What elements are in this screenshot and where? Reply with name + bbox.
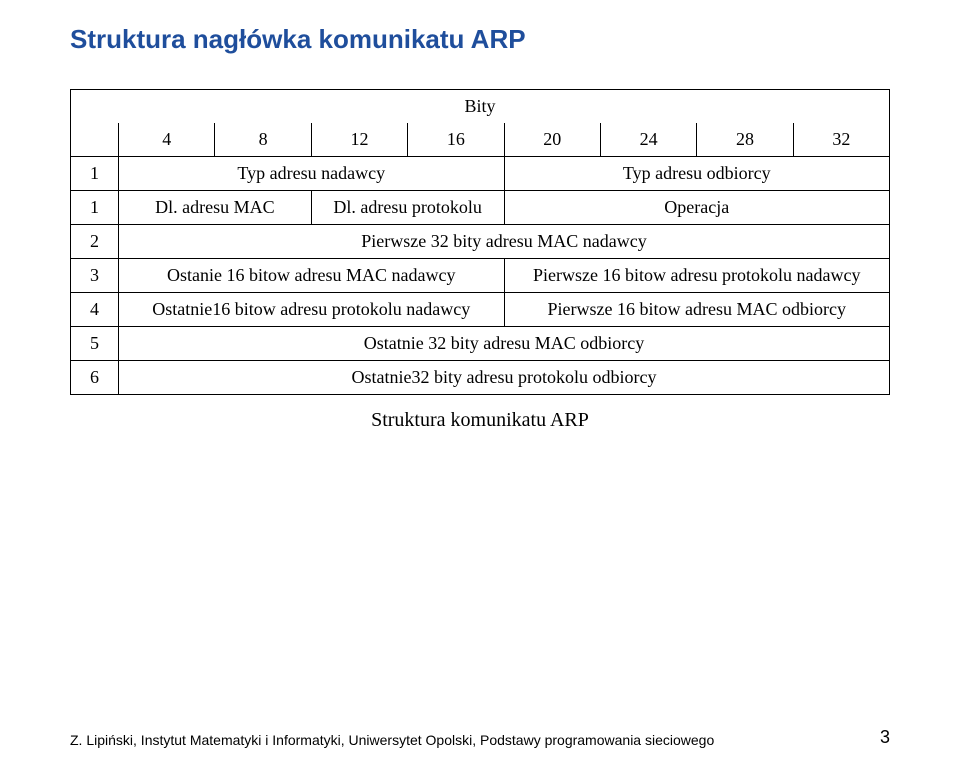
- bit-col: 4: [119, 123, 215, 157]
- cell-mac-len: Dl. adresu MAC: [119, 191, 312, 225]
- table-row: 5 Ostatnie 32 bity adresu MAC odbiorcy: [71, 327, 890, 361]
- rownum: 6: [71, 361, 119, 395]
- cell-sender-proto-first16: Pierwsze 16 bitow adresu protokolu nadaw…: [504, 259, 890, 293]
- table-row: 1 Dl. adresu MAC Dl. adresu protokolu Op…: [71, 191, 890, 225]
- bit-col: 28: [697, 123, 793, 157]
- table-row: 4 8 12 16 20 24 28 32: [71, 123, 890, 157]
- rownum-empty: [71, 123, 119, 157]
- rownum: 2: [71, 225, 119, 259]
- cell-target-proto-last32: Ostatnie32 bity adresu protokolu odbiorc…: [119, 361, 890, 395]
- table-caption: Struktura komunikatu ARP: [70, 409, 890, 432]
- cell-target-type: Typ adresu odbiorcy: [504, 157, 890, 191]
- table-row: Bity: [71, 90, 890, 124]
- page-title: Struktura nagłówka komunikatu ARP: [70, 24, 890, 55]
- bit-col: 20: [504, 123, 600, 157]
- cell-sender-type: Typ adresu nadawcy: [119, 157, 505, 191]
- rownum: 5: [71, 327, 119, 361]
- bit-col: 16: [408, 123, 504, 157]
- table-row: 4 Ostatnie16 bitow adresu protokolu nada…: [71, 293, 890, 327]
- arp-table: Bity 4 8 12 16 20 24 28 32 1 Typ adresu …: [70, 89, 890, 395]
- rownum: 1: [71, 157, 119, 191]
- page-number: 3: [880, 727, 890, 748]
- page: Struktura nagłówka komunikatu ARP Bity 4…: [0, 0, 960, 774]
- cell-proto-len: Dl. adresu protokolu: [311, 191, 504, 225]
- bity-header: Bity: [71, 90, 890, 124]
- bit-col: 24: [600, 123, 696, 157]
- cell-sender-mac-first32: Pierwsze 32 bity adresu MAC nadawcy: [119, 225, 890, 259]
- bit-col: 8: [215, 123, 311, 157]
- table-row: 1 Typ adresu nadawcy Typ adresu odbiorcy: [71, 157, 890, 191]
- table-row: 3 Ostanie 16 bitow adresu MAC nadawcy Pi…: [71, 259, 890, 293]
- cell-target-mac-first16: Pierwsze 16 bitow adresu MAC odbiorcy: [504, 293, 890, 327]
- page-footer: Z. Lipiński, Instytut Matematyki i Infor…: [70, 727, 890, 748]
- cell-sender-proto-last16: Ostatnie16 bitow adresu protokolu nadawc…: [119, 293, 505, 327]
- bit-col: 32: [793, 123, 889, 157]
- table-row: 6 Ostatnie32 bity adresu protokolu odbio…: [71, 361, 890, 395]
- cell-sender-mac-last16: Ostanie 16 bitow adresu MAC nadawcy: [119, 259, 505, 293]
- bit-col: 12: [311, 123, 407, 157]
- footer-text: Z. Lipiński, Instytut Matematyki i Infor…: [70, 732, 714, 748]
- rownum: 1: [71, 191, 119, 225]
- rownum: 4: [71, 293, 119, 327]
- table-row: 2 Pierwsze 32 bity adresu MAC nadawcy: [71, 225, 890, 259]
- rownum: 3: [71, 259, 119, 293]
- cell-operation: Operacja: [504, 191, 890, 225]
- cell-target-mac-last32: Ostatnie 32 bity adresu MAC odbiorcy: [119, 327, 890, 361]
